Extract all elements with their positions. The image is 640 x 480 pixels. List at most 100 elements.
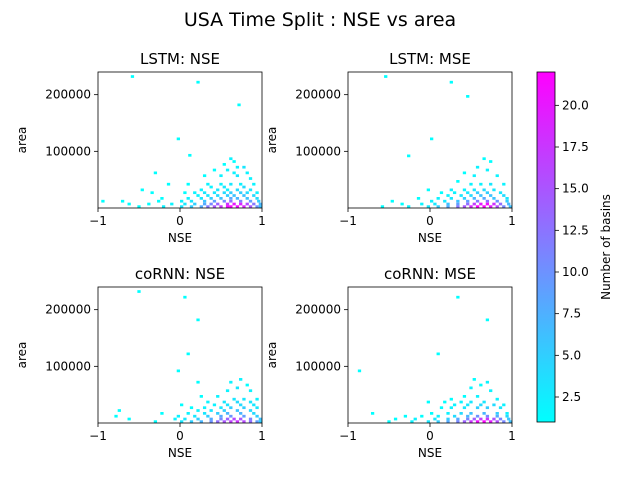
- y-axis-label: area: [15, 342, 29, 369]
- heatmap-cell: [475, 165, 480, 169]
- heatmap-cell: [485, 191, 490, 195]
- heatmap-cell: [479, 403, 483, 407]
- heatmap-cell: [248, 409, 253, 412]
- heatmap-cell: [456, 180, 460, 183]
- heatmap-cell: [466, 199, 470, 203]
- heatmap-cell: [449, 406, 453, 410]
- heatmap-cell: [255, 205, 259, 208]
- heatmap-cell: [252, 412, 256, 415]
- heatmap-cell: [166, 182, 171, 186]
- heatmap-cell: [206, 194, 210, 197]
- heatmap-cell: [433, 202, 437, 206]
- heatmap-cell: [255, 406, 259, 410]
- heatmap-cell: [225, 403, 230, 407]
- heatmap-cell: [183, 191, 187, 195]
- heatmap-cell: [232, 171, 236, 175]
- y-tick-label: 200000: [295, 88, 341, 102]
- heatmap-cell: [242, 406, 246, 410]
- colorbar-tick-label: 12.5: [562, 223, 589, 237]
- heatmap-cell: [206, 205, 210, 208]
- heatmap-cell: [466, 414, 470, 418]
- x-tick-label: 1: [258, 214, 266, 228]
- heatmap-cell: [462, 406, 467, 410]
- x-axis-label: NSE: [418, 446, 442, 460]
- heatmap-cell: [216, 395, 220, 398]
- heatmap-cell: [446, 420, 450, 423]
- heatmap-cell: [219, 182, 223, 186]
- heatmap-cell: [216, 194, 220, 197]
- heatmap-cell: [485, 199, 490, 203]
- heatmap-cell: [495, 199, 499, 203]
- heatmap-cell: [229, 414, 233, 418]
- heatmap-cell: [446, 194, 450, 197]
- heatmap-cell: [235, 174, 240, 178]
- heatmap-cell: [459, 194, 463, 197]
- heatmap-cell: [446, 205, 450, 208]
- heatmap-cell: [466, 403, 470, 407]
- heatmap-cell: [245, 191, 249, 195]
- heatmap-cell: [255, 414, 259, 418]
- heatmap-cell: [390, 199, 394, 203]
- heatmap-cell: [482, 420, 486, 423]
- heatmap-cell: [492, 197, 496, 200]
- heatmap-cell: [384, 75, 388, 78]
- heatmap-cell: [489, 205, 493, 208]
- heatmap-cell: [225, 194, 230, 197]
- heatmap-cell: [212, 205, 217, 208]
- heatmap-cell: [196, 409, 200, 412]
- subplot-3: coRNN: NSE −1 0 1 100000 200000 NSE area: [15, 265, 266, 460]
- heatmap-cell: [502, 182, 506, 186]
- heatmap-cell: [248, 400, 253, 404]
- heatmap-cell: [482, 188, 486, 192]
- heatmap-cell: [426, 205, 430, 208]
- heatmap-cell: [193, 414, 197, 418]
- heatmap-cell: [219, 197, 223, 200]
- heatmap-cell: [258, 205, 262, 208]
- heatmap-cell: [466, 202, 470, 206]
- heatmap-cell: [472, 197, 476, 200]
- heatmap-cell: [239, 417, 243, 421]
- heatmap-cell: [505, 412, 509, 415]
- heatmap-cell: [475, 205, 480, 208]
- heatmap-cell: [216, 420, 220, 423]
- heatmap-cell: [498, 191, 503, 195]
- y-axis-label: area: [265, 127, 279, 154]
- heatmap-cell: [229, 420, 233, 423]
- x-axis-label: NSE: [168, 446, 192, 460]
- heatmap-cell: [153, 171, 158, 175]
- heatmap-cell: [196, 80, 200, 84]
- heatmap-cell: [245, 202, 249, 206]
- heatmap-cell: [153, 420, 158, 423]
- heatmap-cell: [387, 420, 391, 423]
- heatmap-cell: [485, 406, 490, 410]
- heatmap-cell: [229, 191, 233, 195]
- heatmap-cell: [189, 199, 194, 203]
- heatmap-cell: [225, 205, 230, 208]
- colorbar-tick-label: 2.5: [562, 390, 581, 404]
- heatmap-cell: [193, 191, 197, 195]
- heatmap-cell: [186, 197, 190, 200]
- heatmap-cell: [248, 177, 253, 180]
- subplot-title: coRNN: MSE: [384, 265, 476, 283]
- heatmap-cell: [485, 202, 490, 206]
- heatmap-cell: [258, 420, 262, 423]
- heatmap-cell: [436, 420, 440, 423]
- heatmap-cell: [502, 420, 506, 423]
- heatmap-cell: [456, 417, 460, 421]
- heatmap-cell: [255, 191, 259, 195]
- heatmap-cell: [202, 174, 207, 178]
- subplot-4: coRNN: MSE −1 0 1 100000 200000 NSE area: [265, 265, 516, 460]
- subplot-2: LSTM: MSE −1 0 1 100000 200000 NSE area: [265, 50, 516, 245]
- heatmap-cell: [120, 199, 125, 203]
- heatmap-cell: [472, 378, 476, 381]
- y-axis-label: area: [15, 127, 29, 154]
- heatmap-cell: [508, 205, 512, 208]
- heatmap-cell: [492, 202, 496, 206]
- heatmap-cell: [248, 199, 253, 203]
- heatmap-cell: [209, 202, 213, 206]
- heatmap-cell: [219, 174, 223, 178]
- heatmap-cell: [393, 417, 398, 421]
- heatmap-cell: [242, 420, 246, 423]
- x-axis-label: NSE: [168, 231, 192, 245]
